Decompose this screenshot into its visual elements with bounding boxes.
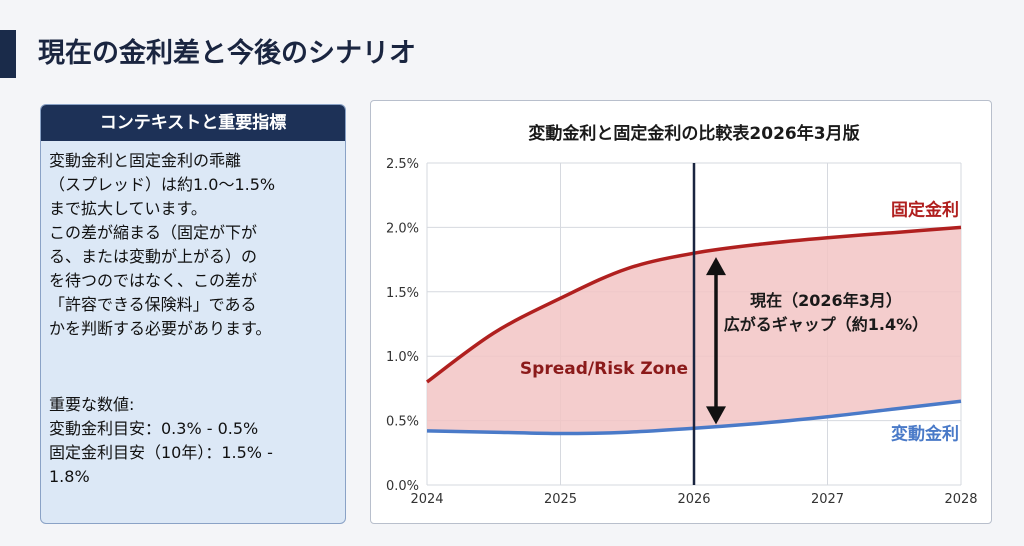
gap-arrow-head-down xyxy=(706,406,726,425)
title-accent-bar xyxy=(0,30,16,78)
gap-arrow-head-up xyxy=(706,257,726,276)
y-tick-label: 1.0% xyxy=(386,350,419,365)
context-line: を待つのではなく、この差が xyxy=(49,271,258,290)
figure-line: 変動金利目安：0.3% - 0.5% xyxy=(49,419,259,438)
x-tick-label: 2026 xyxy=(677,492,710,507)
context-line: まで拡大しています。 xyxy=(49,199,207,218)
x-tick-label: 2025 xyxy=(544,492,577,507)
chart-panel: 変動金利と固定金利の比較表2026年3月版 0.0% 0.5% 1.0% 1.5% 2.0… xyxy=(370,100,992,524)
context-header: コンテキストと重要指標 xyxy=(41,105,345,141)
x-tick-label: 2027 xyxy=(811,492,844,507)
context-panel: コンテキストと重要指標 変動金利と固定金利の乖離 （スプレッド）は約1.0〜1.… xyxy=(40,104,346,524)
x-tick-label: 2024 xyxy=(410,492,443,507)
current-annotation-line1: 現在（2026年3月） xyxy=(750,291,902,310)
page-title: 現在の金利差と今後のシナリオ xyxy=(38,38,416,69)
y-tick-label: 0.0% xyxy=(386,479,419,494)
rate-comparison-chart: 変動金利と固定金利の比較表2026年3月版 0.0% 0.5% 1.0% 1.5% 2.0… xyxy=(386,123,978,507)
variable-rate-label: 変動金利 xyxy=(891,423,959,444)
current-annotation-line2: 広がるギャップ（約1.4%） xyxy=(724,315,928,334)
x-tick-label: 2028 xyxy=(944,492,977,507)
figure-line: 1.8% xyxy=(49,467,90,486)
context-line: この差が縮まる（固定が下が xyxy=(49,223,258,242)
context-line: かを判断する必要があります。 xyxy=(49,319,272,338)
context-line: （スプレッド）は約1.0〜1.5% xyxy=(49,175,276,194)
context-line: 変動金利と固定金利の乖離 xyxy=(49,151,242,170)
fixed-rate-label: 固定金利 xyxy=(891,199,959,220)
context-line: る、または変動が上がる）の xyxy=(49,247,258,266)
chart-title: 変動金利と固定金利の比較表2026年3月版 xyxy=(528,123,859,144)
figure-line: 固定金利目安（10年）：1.5% - xyxy=(49,443,273,462)
y-tick-label: 0.5% xyxy=(386,415,419,430)
y-tick-label: 1.5% xyxy=(386,286,419,301)
context-body: 変動金利と固定金利の乖離 （スプレッド）は約1.0〜1.5% まで拡大しています… xyxy=(41,141,345,489)
y-tick-label: 2.5% xyxy=(386,157,419,172)
spread-zone-label: Spread/Risk Zone xyxy=(520,359,688,379)
y-tick-label: 2.0% xyxy=(386,221,419,236)
context-line: 「許容できる保険料」である xyxy=(49,295,257,314)
figures-title: 重要な数値: xyxy=(49,395,135,414)
